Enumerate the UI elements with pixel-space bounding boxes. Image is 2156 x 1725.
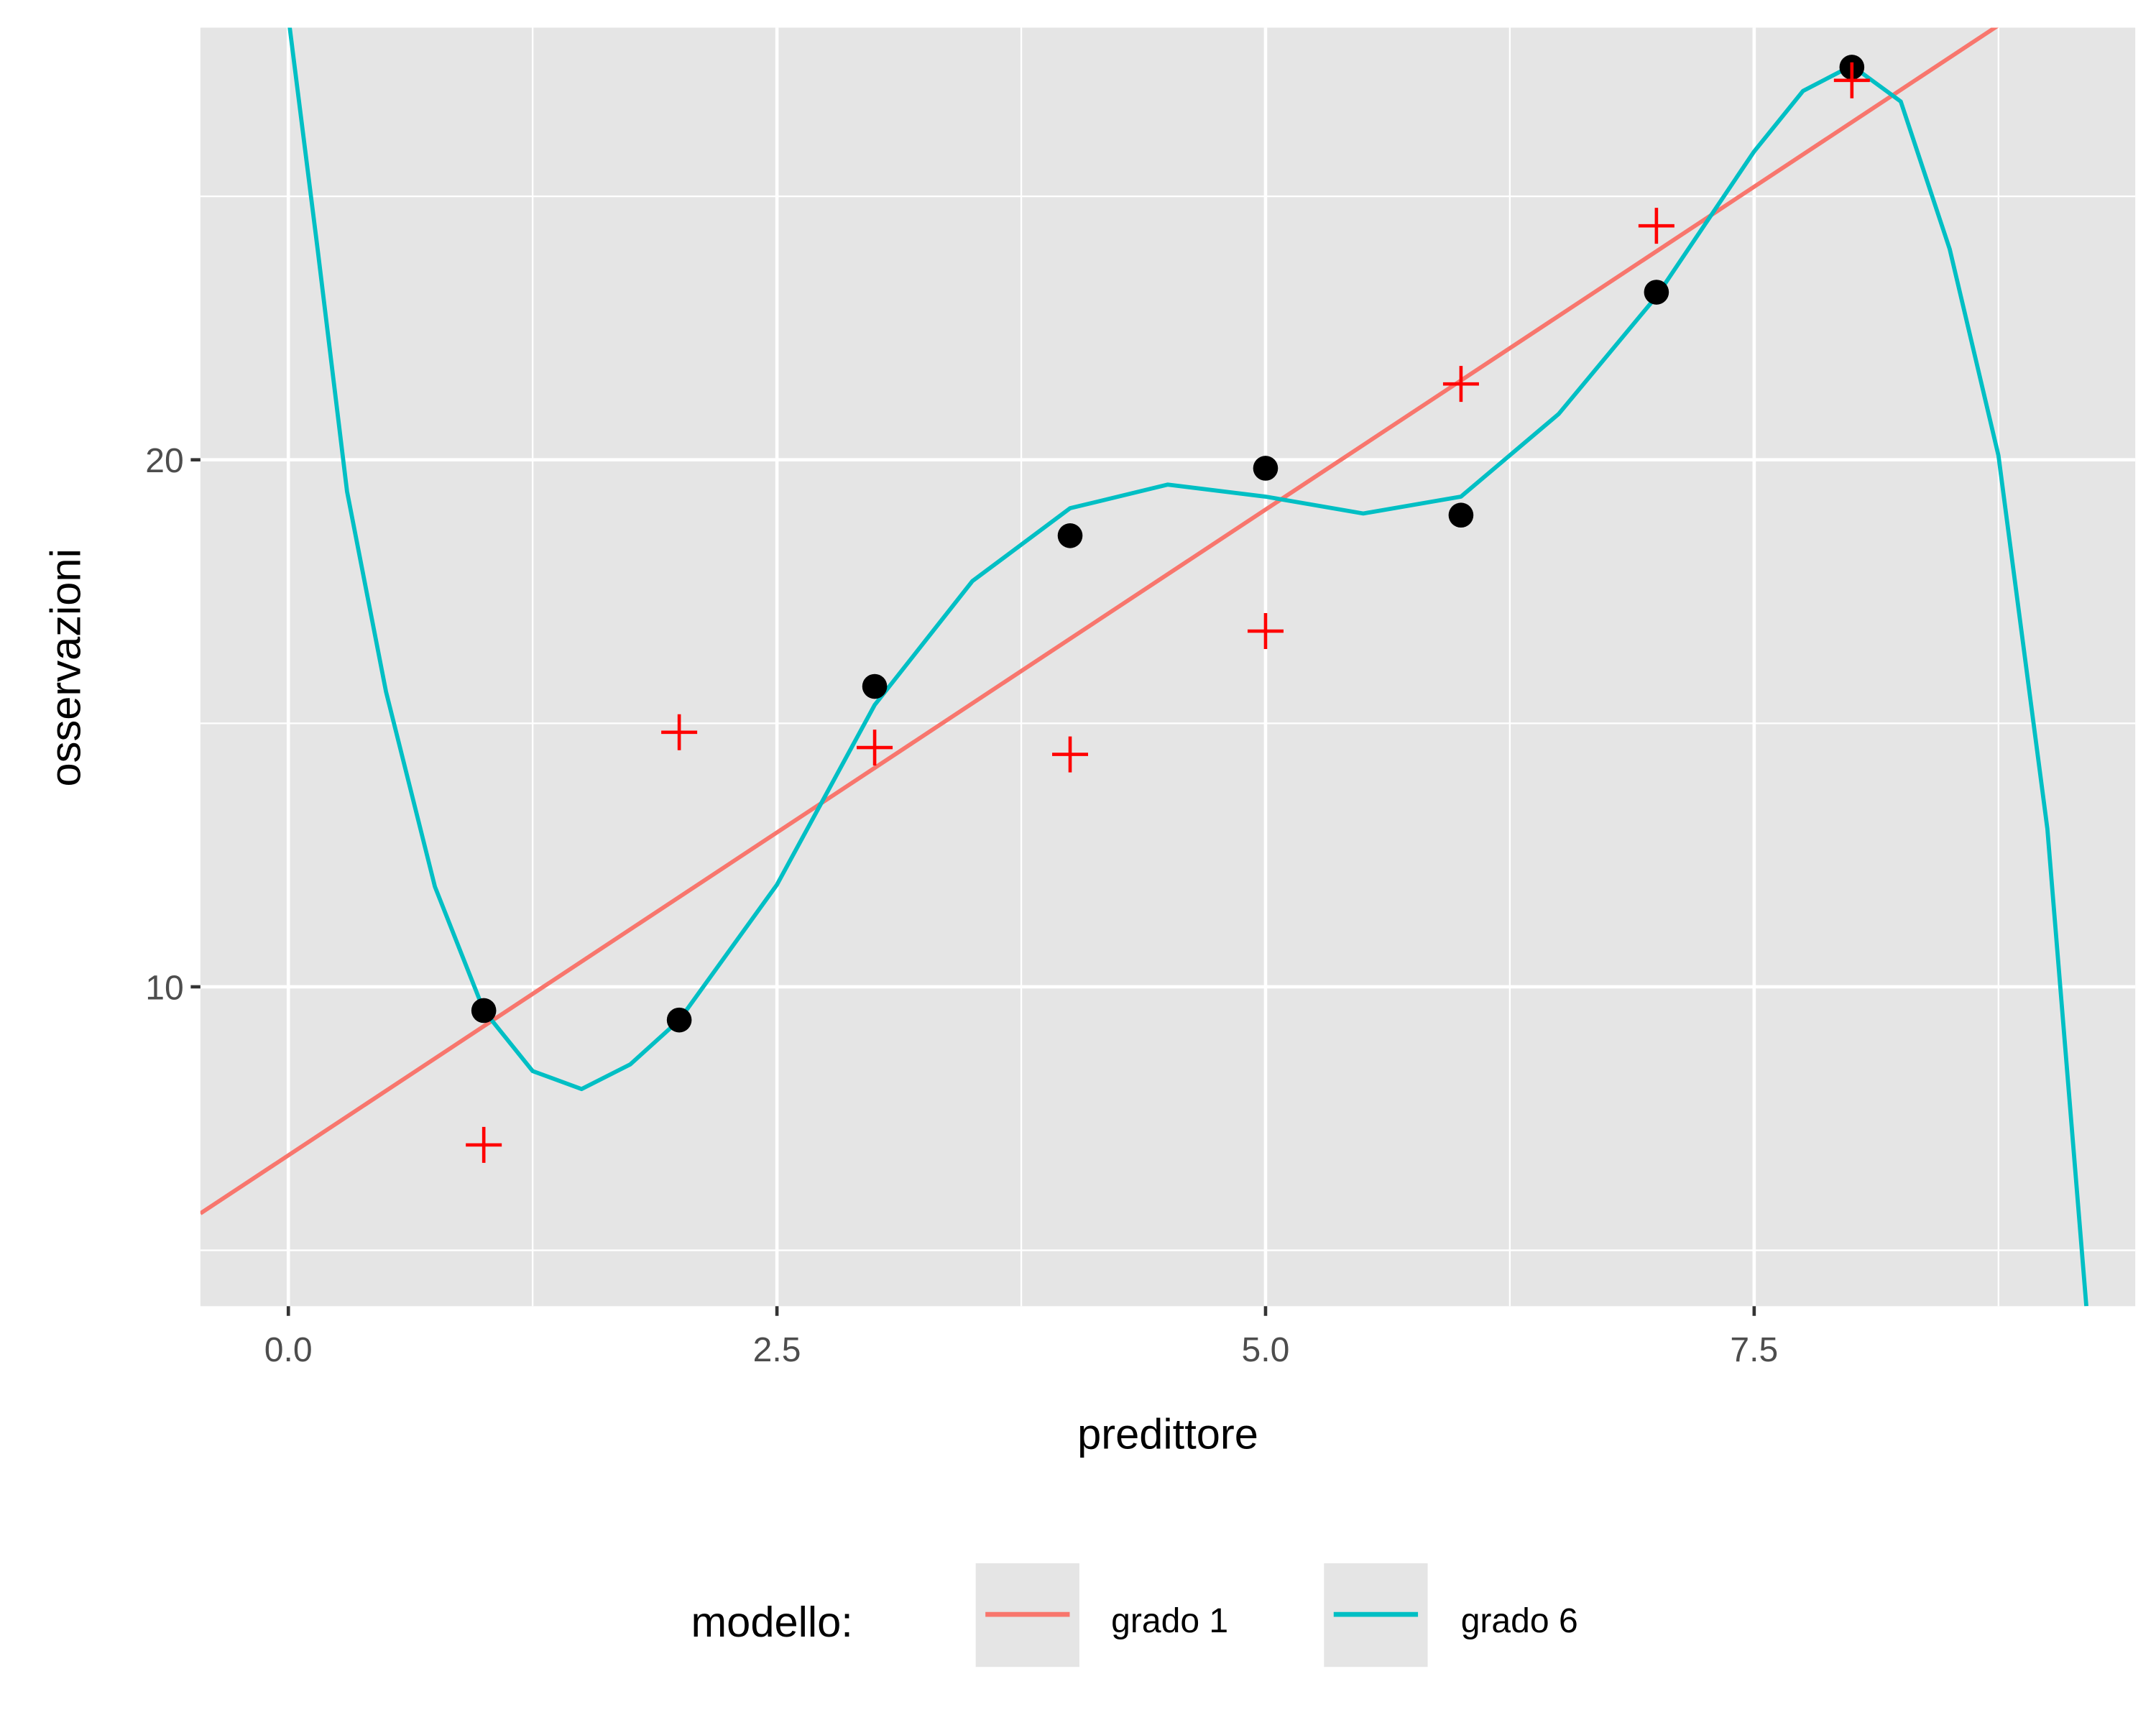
- y-tick-label: 20: [145, 441, 183, 480]
- x-axis-title: predittore: [1077, 1409, 1258, 1458]
- series-line-grado-1: [200, 27, 1999, 1215]
- x-tick-label: 2.5: [753, 1330, 801, 1369]
- cross-point: [661, 714, 698, 750]
- data-point: [1644, 280, 1669, 305]
- data-point: [862, 673, 888, 699]
- cross-point: [1442, 366, 1479, 402]
- x-tick-label: 7.5: [1730, 1330, 1778, 1369]
- cross-point: [1247, 613, 1284, 650]
- data-point: [666, 1007, 692, 1033]
- legend: modello: grado 1 grado 6: [691, 1563, 1578, 1668]
- cross-point: [1052, 736, 1089, 773]
- plot-marks: [200, 27, 2088, 1307]
- legend-label-grado-1: grado 1: [1111, 1601, 1228, 1640]
- axes: 0.0 2.5 5.0 7.5 10 20: [145, 441, 1778, 1369]
- series-line-grado-6: [287, 27, 2088, 1307]
- data-point: [471, 998, 497, 1024]
- data-point: [1448, 502, 1474, 528]
- cross-point: [857, 730, 893, 766]
- legend-label-grado-6: grado 6: [1461, 1601, 1578, 1640]
- panel-background: [200, 27, 2136, 1307]
- x-tick-label: 0.0: [264, 1330, 313, 1369]
- y-tick-label: 10: [145, 968, 183, 1007]
- cross-point: [1638, 208, 1674, 244]
- data-point: [1253, 456, 1279, 481]
- y-axis-title: osservazioni: [42, 548, 90, 786]
- data-point: [1057, 523, 1083, 548]
- legend-title: modello:: [691, 1598, 853, 1646]
- gridlines: [200, 27, 2136, 1307]
- cross-point: [466, 1126, 502, 1163]
- x-tick-label: 5.0: [1242, 1330, 1290, 1369]
- cross-point: [1833, 62, 1870, 98]
